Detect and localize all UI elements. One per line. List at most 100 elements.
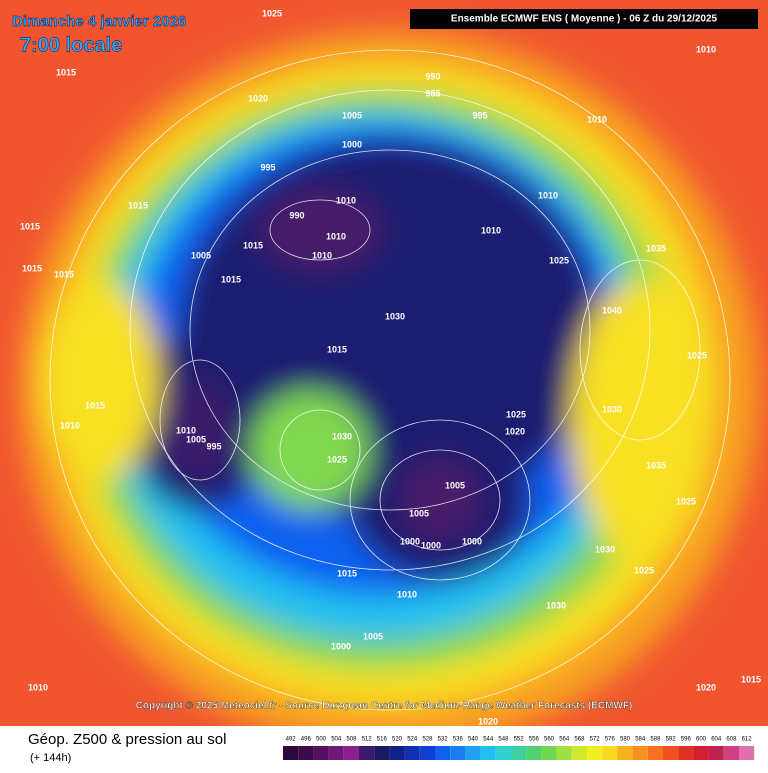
scale-swatch <box>283 746 299 760</box>
pressure-label: 1015 <box>741 674 761 684</box>
pressure-label: 1025 <box>634 565 654 575</box>
pressure-label: 1015 <box>128 200 148 210</box>
pressure-label: 1030 <box>332 431 352 441</box>
isobar <box>269 199 371 261</box>
height-blob <box>570 280 710 560</box>
scale-swatch <box>298 746 314 760</box>
pressure-label: 1025 <box>676 496 696 506</box>
isobar <box>49 49 731 711</box>
scale-label: 592 <box>666 737 677 743</box>
pressure-label: 1025 <box>262 8 282 18</box>
pressure-label: 1000 <box>421 540 441 550</box>
isobar <box>279 409 361 491</box>
scale-label: 532 <box>438 737 449 743</box>
scale-label: 584 <box>635 737 646 743</box>
pressure-label: 1010 <box>397 589 417 599</box>
scale-label: 580 <box>620 737 631 743</box>
isobar <box>349 419 531 581</box>
scale-swatch <box>495 746 511 760</box>
pressure-label: 1000 <box>342 139 362 149</box>
scale-swatch <box>723 746 739 760</box>
pressure-label: 1000 <box>462 536 482 546</box>
scale-label: 524 <box>407 737 418 743</box>
scale-label: 500 <box>316 737 327 743</box>
scale-swatch <box>541 746 557 760</box>
pressure-label: 1020 <box>696 682 716 692</box>
scale-swatch <box>511 746 527 760</box>
pressure-label: 1030 <box>385 311 405 321</box>
scale-label: 588 <box>650 737 661 743</box>
pressure-label: 1010 <box>696 44 716 54</box>
scale-swatch <box>526 746 542 760</box>
height-blob <box>250 390 370 510</box>
scale-swatch <box>556 746 572 760</box>
scale-label: 512 <box>362 737 373 743</box>
pressure-label: 1000 <box>400 536 420 546</box>
scale-swatch <box>419 746 435 760</box>
pressure-label: 1020 <box>505 426 525 436</box>
pressure-label: 1010 <box>28 682 48 692</box>
pressure-label: 985 <box>425 88 440 98</box>
pressure-label: 1040 <box>602 305 622 315</box>
scale-label: 556 <box>529 737 540 743</box>
isobar <box>129 89 651 571</box>
pressure-label: 1015 <box>54 269 74 279</box>
pressure-label: 1010 <box>60 420 80 430</box>
scale-label: 596 <box>681 737 692 743</box>
isobars <box>49 49 731 711</box>
scale-swatch <box>571 746 587 760</box>
scale-label: 528 <box>422 737 433 743</box>
scale-label: 600 <box>696 737 707 743</box>
pressure-label: 1010 <box>481 225 501 235</box>
pressure-label: 1015 <box>85 400 105 410</box>
isobar <box>159 359 241 481</box>
scale-swatch <box>359 746 375 760</box>
isobar <box>579 259 701 441</box>
date: Dimanche 4 janvier 2026 <box>12 13 186 30</box>
scale-swatch <box>587 746 603 760</box>
scale-swatch <box>313 746 329 760</box>
pressure-label: 1025 <box>506 409 526 419</box>
pressure-label: 990 <box>425 71 440 81</box>
pressure-label: 995 <box>472 110 487 120</box>
scale-swatch <box>678 746 694 760</box>
pressure-label: 1030 <box>595 544 615 554</box>
pressure-label: 1015 <box>20 221 40 231</box>
model-info: Ensemble ECMWF ENS ( Moyenne ) - 06 Z du… <box>451 14 718 25</box>
scale-label: 508 <box>346 737 357 743</box>
pressure-label: 1025 <box>549 255 569 265</box>
pressure-label: 1005 <box>186 434 206 444</box>
scale-label: 564 <box>559 737 570 743</box>
pressure-label: 1030 <box>602 404 622 414</box>
scale-label: 604 <box>711 737 722 743</box>
pressure-label: 1015 <box>56 67 76 77</box>
footer-title: Géop. Z500 & pression au sol <box>28 731 226 748</box>
scale-swatch <box>328 746 344 760</box>
pressure-label: 1015 <box>327 344 347 354</box>
pressure-label: 1015 <box>221 274 241 284</box>
pressure-label: 995 <box>206 441 221 451</box>
scale-swatch <box>374 746 390 760</box>
pressure-label: 1005 <box>342 110 362 120</box>
scale-label: 496 <box>301 737 312 743</box>
scale-label: 572 <box>590 737 601 743</box>
pressure-label: 1035 <box>646 460 666 470</box>
pressure-label: 1010 <box>326 231 346 241</box>
scale-swatch <box>693 746 709 760</box>
model-box <box>410 9 758 29</box>
isobar <box>379 449 501 551</box>
pressure-label: 1005 <box>363 631 383 641</box>
scale-label: 568 <box>574 737 585 743</box>
scale-swatch <box>602 746 618 760</box>
time: 7:00 locale <box>20 34 122 56</box>
scale-label: 612 <box>742 737 753 743</box>
scale-swatch <box>450 746 466 760</box>
pressure-label: 1030 <box>546 600 566 610</box>
scale-label: 540 <box>468 737 479 743</box>
scale-label: 516 <box>377 737 388 743</box>
scale-swatch <box>435 746 451 760</box>
pressure-label: 1020 <box>248 93 268 103</box>
pressure-label: 1015 <box>243 240 263 250</box>
scale-swatch <box>389 746 405 760</box>
height-blob <box>260 190 380 270</box>
